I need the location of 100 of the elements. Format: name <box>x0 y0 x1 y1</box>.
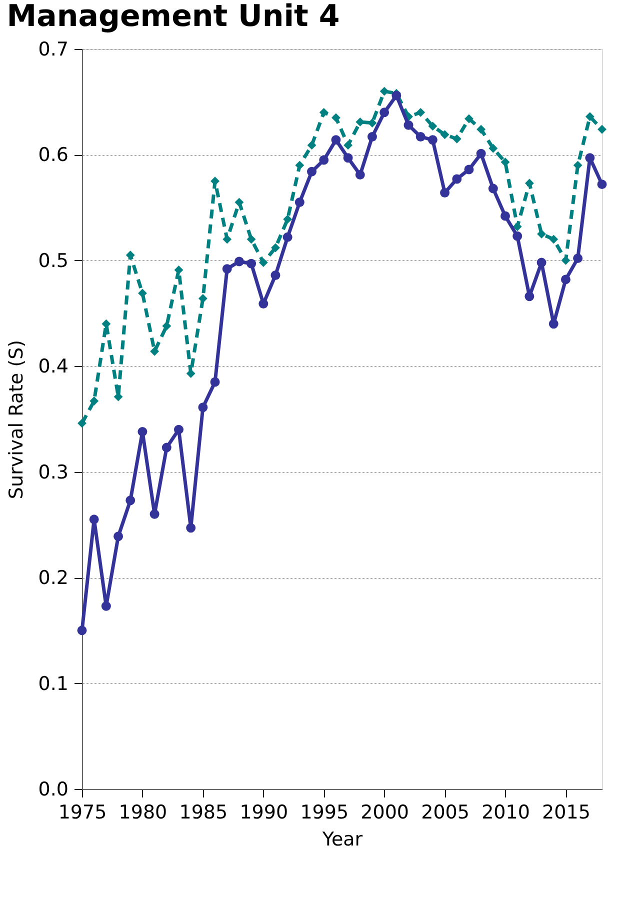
x-tick-label: 1995 <box>300 802 349 824</box>
point <box>585 153 595 163</box>
point <box>198 294 208 303</box>
point <box>198 402 208 412</box>
point <box>476 148 486 158</box>
x-tick-label: 1985 <box>179 802 228 824</box>
point <box>404 120 414 130</box>
point <box>246 234 256 244</box>
point <box>416 108 426 117</box>
point <box>138 426 148 436</box>
point <box>331 113 340 122</box>
point <box>283 214 292 224</box>
point <box>319 155 329 165</box>
x-axis-title: Year <box>321 828 363 850</box>
point <box>89 514 99 524</box>
y-tick-label: 0.3 <box>38 461 68 484</box>
point <box>380 86 389 96</box>
point <box>355 170 365 180</box>
point <box>524 292 534 302</box>
y-tick-label: 0.6 <box>38 144 68 166</box>
point <box>512 231 522 241</box>
point <box>150 346 160 356</box>
point <box>150 509 160 519</box>
point <box>524 178 534 188</box>
y-tick-label: 0.1 <box>38 672 68 695</box>
point <box>549 234 558 244</box>
point <box>536 258 546 268</box>
x-tick-label: 1980 <box>118 802 168 824</box>
point <box>428 122 438 131</box>
point <box>512 222 522 232</box>
point <box>428 135 438 145</box>
point <box>440 188 450 198</box>
point <box>174 424 184 434</box>
point <box>597 180 607 190</box>
point <box>548 319 558 329</box>
x-tick-label: 2010 <box>482 802 530 824</box>
point <box>162 442 172 452</box>
point <box>585 112 594 122</box>
x-tick-label: 2000 <box>360 802 410 824</box>
point <box>464 164 474 174</box>
point <box>222 264 232 274</box>
point <box>319 108 328 117</box>
point <box>560 274 570 284</box>
point <box>162 322 172 330</box>
point <box>234 198 244 207</box>
point <box>416 132 426 142</box>
point <box>210 377 220 387</box>
point <box>344 140 353 150</box>
point <box>500 158 510 167</box>
point <box>126 496 136 506</box>
point <box>537 230 546 238</box>
y-tick-label: 0.2 <box>38 567 68 590</box>
point <box>138 288 147 298</box>
x-tick-label: 2005 <box>421 802 470 824</box>
point <box>294 198 304 208</box>
point <box>452 174 462 184</box>
point <box>464 114 474 124</box>
point <box>573 254 583 264</box>
point <box>343 153 353 163</box>
point <box>368 118 377 128</box>
point <box>440 130 450 140</box>
y-axis-title: Survival Rate (S) <box>5 340 28 500</box>
point <box>307 140 316 150</box>
point <box>174 265 184 274</box>
x-tick-label: 1975 <box>58 802 107 824</box>
point <box>282 232 292 242</box>
point <box>598 124 606 134</box>
point <box>258 299 268 309</box>
point <box>295 160 304 170</box>
y-tick-label: 0.0 <box>38 778 68 800</box>
point <box>186 523 196 533</box>
point <box>392 90 402 100</box>
point <box>331 135 341 145</box>
point <box>452 134 462 144</box>
point <box>488 184 498 194</box>
point <box>476 124 486 134</box>
point <box>222 234 232 244</box>
y-tick-label: 0.5 <box>38 250 68 272</box>
point <box>101 601 111 611</box>
chart-title: Management Unit 4 <box>6 0 340 34</box>
point <box>380 108 390 118</box>
point <box>234 256 244 266</box>
point <box>102 319 111 328</box>
point <box>78 418 86 428</box>
point <box>186 369 196 378</box>
y-tick-label: 0.7 <box>38 38 68 60</box>
point <box>77 626 87 636</box>
point <box>307 166 317 176</box>
x-tick-label: 2015 <box>542 802 590 824</box>
point <box>246 258 256 268</box>
y-tick-label: 0.4 <box>38 356 68 378</box>
point <box>114 532 124 542</box>
x-tick-label: 1990 <box>240 802 288 824</box>
point <box>271 243 280 252</box>
point <box>488 144 498 153</box>
point <box>90 396 99 406</box>
point <box>270 270 280 280</box>
point <box>258 258 268 268</box>
point <box>500 211 510 221</box>
point <box>367 132 377 142</box>
